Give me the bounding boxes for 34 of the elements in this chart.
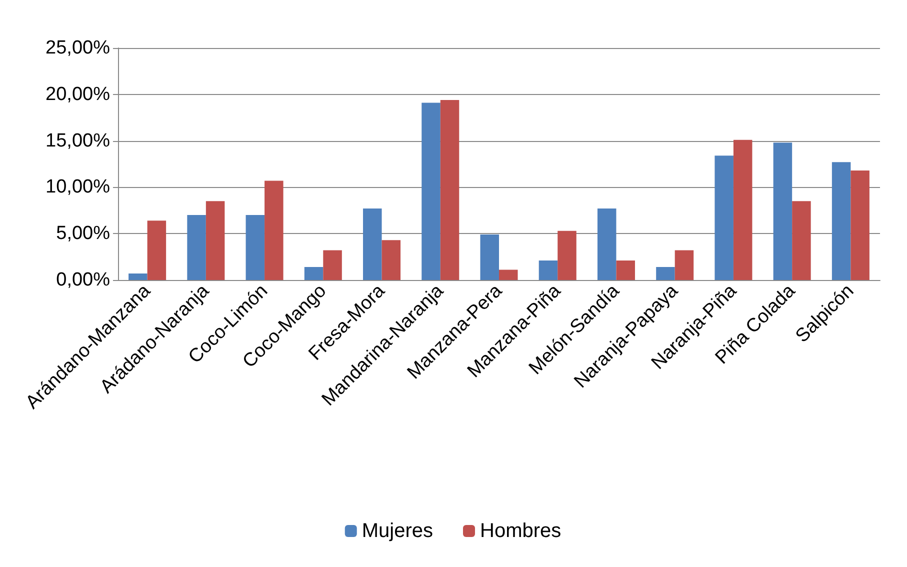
y-tick-label: 25,00% — [46, 38, 110, 58]
bar — [382, 240, 401, 280]
bar — [792, 201, 811, 280]
bar — [733, 140, 752, 280]
bar — [422, 102, 440, 280]
y-tick-label: 20,00% — [46, 84, 110, 105]
bar — [558, 230, 576, 280]
bar — [656, 267, 675, 280]
bar — [832, 162, 851, 280]
y-tick-label: 10,00% — [46, 176, 110, 198]
legend-label: Mujeres — [362, 520, 434, 542]
bar — [246, 215, 265, 280]
bar — [440, 100, 460, 280]
bar — [480, 234, 499, 280]
bar — [674, 250, 694, 280]
bar — [206, 201, 225, 280]
bar — [147, 220, 166, 280]
y-tick-label: 15,00% — [46, 130, 110, 152]
bar — [323, 250, 342, 280]
bar — [363, 208, 382, 280]
legend-label: Hombres — [480, 520, 562, 542]
bar — [128, 274, 148, 280]
bar — [499, 270, 518, 280]
bar — [304, 267, 324, 280]
bar — [773, 142, 792, 280]
bar — [616, 260, 635, 280]
bar — [597, 208, 616, 280]
y-tick-label: 0,00% — [56, 270, 110, 290]
bar — [187, 215, 206, 280]
y-tick-label: 5,00% — [56, 223, 110, 244]
bar — [850, 170, 870, 280]
bar — [538, 260, 558, 280]
bar — [714, 156, 734, 280]
bar — [264, 180, 284, 280]
